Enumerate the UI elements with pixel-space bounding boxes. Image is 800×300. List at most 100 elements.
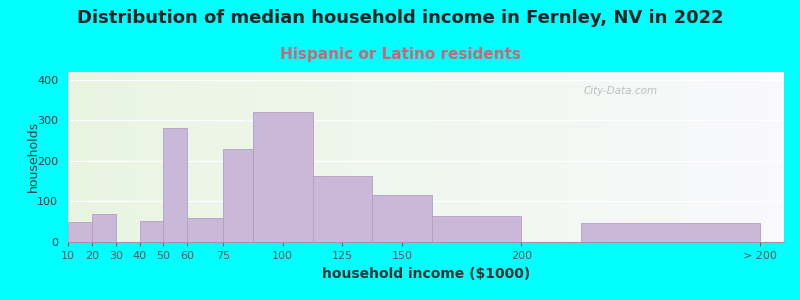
Bar	[562, 72, 565, 242]
Bar	[595, 72, 598, 242]
Bar	[576, 72, 578, 242]
Bar	[266, 72, 269, 242]
Bar	[228, 72, 230, 242]
Bar	[182, 72, 185, 242]
Bar	[209, 72, 211, 242]
Bar	[335, 72, 338, 242]
Bar	[502, 72, 505, 242]
Bar	[567, 72, 569, 242]
Bar	[483, 72, 486, 242]
Bar	[204, 72, 206, 242]
Bar	[767, 72, 770, 242]
Bar	[543, 72, 546, 242]
Bar	[393, 72, 395, 242]
Bar	[710, 72, 712, 242]
Bar	[133, 72, 135, 242]
Bar	[352, 72, 354, 242]
Bar	[438, 72, 440, 242]
Bar	[464, 72, 466, 242]
Bar	[648, 72, 650, 242]
Bar	[216, 72, 218, 242]
Bar	[777, 72, 779, 242]
Bar	[92, 72, 94, 242]
Bar	[614, 72, 617, 242]
Bar	[658, 72, 660, 242]
Bar	[590, 72, 593, 242]
Bar	[555, 72, 558, 242]
Bar	[619, 72, 622, 242]
Bar	[192, 72, 194, 242]
Bar	[581, 72, 583, 242]
Bar	[536, 72, 538, 242]
Bar	[99, 72, 102, 242]
Bar	[442, 72, 445, 242]
Bar	[457, 72, 459, 242]
Bar	[729, 72, 731, 242]
Bar	[667, 72, 670, 242]
Bar	[154, 72, 156, 242]
Bar	[486, 72, 488, 242]
Bar	[211, 72, 214, 242]
Bar	[118, 72, 121, 242]
Bar	[274, 72, 276, 242]
Bar	[622, 72, 624, 242]
Bar	[323, 72, 326, 242]
Bar	[748, 72, 750, 242]
Bar	[269, 72, 271, 242]
Bar	[760, 72, 762, 242]
Bar	[126, 72, 128, 242]
Bar	[636, 72, 638, 242]
Bar	[507, 72, 510, 242]
Bar	[701, 72, 703, 242]
Bar	[364, 72, 366, 242]
Bar	[398, 72, 400, 242]
Bar	[600, 72, 602, 242]
Bar	[163, 128, 187, 242]
Bar	[371, 72, 374, 242]
Bar	[662, 72, 665, 242]
Bar	[466, 72, 469, 242]
Bar	[524, 72, 526, 242]
Bar	[242, 72, 245, 242]
Bar	[750, 72, 753, 242]
Bar	[142, 72, 144, 242]
Bar	[253, 112, 313, 242]
Bar	[287, 72, 290, 242]
Y-axis label: households: households	[26, 121, 39, 192]
Bar	[736, 72, 738, 242]
Bar	[161, 72, 163, 242]
Bar	[424, 72, 426, 242]
Bar	[218, 72, 221, 242]
Bar	[285, 72, 287, 242]
Bar	[698, 72, 701, 242]
Bar	[602, 72, 605, 242]
Bar	[481, 72, 483, 242]
Bar	[746, 72, 748, 242]
Bar	[262, 72, 264, 242]
Bar	[376, 72, 378, 242]
Bar	[156, 72, 158, 242]
Bar	[247, 72, 250, 242]
Bar	[471, 72, 474, 242]
Bar	[311, 72, 314, 242]
Bar	[660, 72, 662, 242]
X-axis label: household income ($1000): household income ($1000)	[322, 268, 530, 281]
Bar	[187, 218, 223, 242]
Bar	[770, 72, 772, 242]
Bar	[350, 72, 352, 242]
Bar	[646, 72, 648, 242]
Bar	[294, 72, 297, 242]
Bar	[731, 72, 734, 242]
Bar	[276, 72, 278, 242]
Bar	[469, 72, 471, 242]
Text: Distribution of median household income in Fernley, NV in 2022: Distribution of median household income …	[77, 9, 723, 27]
Bar	[92, 214, 116, 242]
Bar	[316, 72, 318, 242]
Bar	[488, 72, 490, 242]
Bar	[388, 72, 390, 242]
Bar	[753, 72, 755, 242]
Bar	[240, 72, 242, 242]
Bar	[235, 72, 238, 242]
Bar	[68, 72, 70, 242]
Bar	[282, 72, 285, 242]
